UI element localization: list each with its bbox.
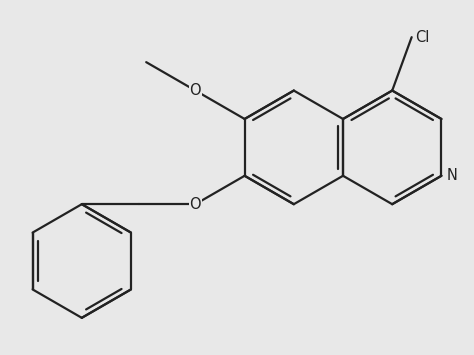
Text: Cl: Cl [415, 30, 429, 45]
Text: O: O [190, 83, 201, 98]
Text: O: O [190, 197, 201, 212]
Text: N: N [446, 168, 457, 183]
